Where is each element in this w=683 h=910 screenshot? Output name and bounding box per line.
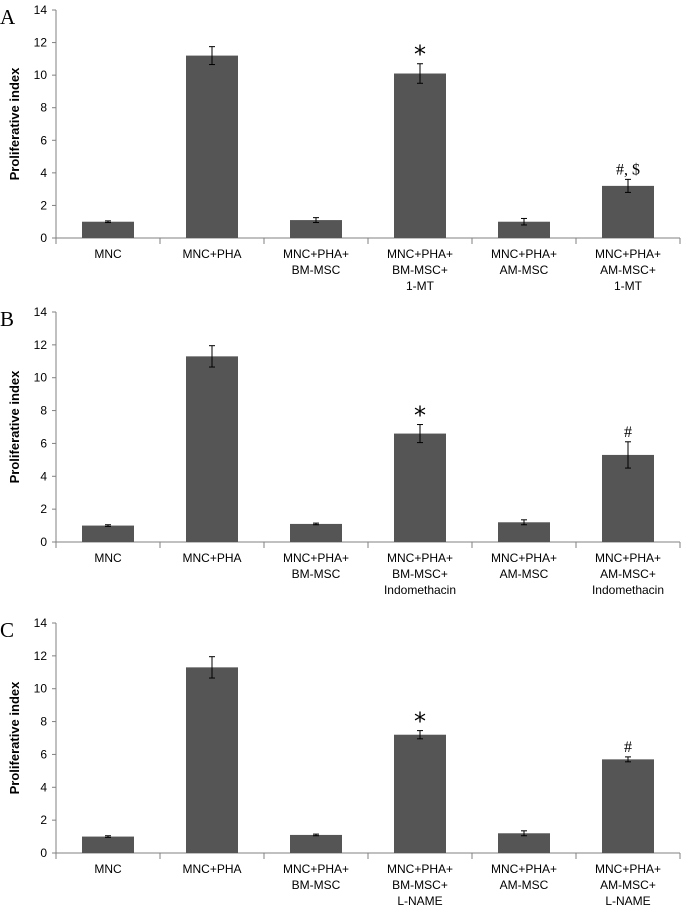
bar [290,220,342,238]
chart-panel-a: A Proliferative index 0 2 4 6 8 10 12 14 MNC MNC+PH… [0,3,681,293]
x-category-label: MNC+PHA+ [283,862,349,876]
y-tick-label: 12 [34,649,48,663]
x-category-label: MNC [94,862,122,876]
y-tick-label: 10 [34,371,48,385]
x-category-label: MNC+PHA+ [387,862,453,876]
x-category-label: MNC+PHA+ [595,551,661,565]
bar [394,433,446,542]
x-category-label: MNC+PHA [182,551,241,565]
x-category-label: MNC+PHA+ [491,862,557,876]
x-category-label: 1-MT [406,279,435,293]
y-tick-label: 10 [34,68,48,82]
bar [82,525,134,542]
y-tick-label: 14 [34,305,48,319]
bar [186,667,238,853]
bar [290,834,342,853]
x-category-label: MNC+PHA+ [595,247,661,261]
x-category-label: BM-MSC [292,567,341,581]
x-category-label: MNC+PHA+ [283,247,349,261]
significance-annotation: * [414,41,426,69]
x-category-label: BM-MSC [292,878,341,892]
x-category-label: BM-MSC+ [392,567,448,581]
x-category-label: MNC+PHA [182,862,241,876]
y-tick-label: 0 [40,846,47,860]
y-tick-label: 12 [34,338,48,352]
y-tick-label: 8 [40,715,47,729]
significance-annotation: # [624,739,632,756]
x-category-label: AM-MSC [500,567,549,581]
bar [82,836,134,853]
y-tick-label: 0 [40,231,47,245]
x-category-label: AM-MSC [500,263,549,277]
x-category-label: L-NAME [397,894,442,908]
x-category-label: BM-MSC+ [392,263,448,277]
bar [602,185,654,238]
y-tick-label: 4 [40,166,47,180]
bar [82,221,134,238]
x-category-label: AM-MSC+ [600,878,656,892]
panel-letter: A [0,5,16,29]
significance-annotation: * [414,402,426,430]
bar [602,454,654,542]
x-category-label: MNC [94,247,122,261]
bar [498,833,550,853]
x-category-label: MNC+PHA+ [491,551,557,565]
y-tick-label: 4 [40,469,47,483]
y-tick-label: 2 [40,198,47,212]
y-tick-label: 0 [40,535,47,549]
x-category-label: Indomethacin [384,583,456,597]
y-tick-label: 4 [40,780,47,794]
y-tick-label: 12 [34,36,48,50]
bar [394,734,446,853]
x-category-label: MNC+PHA [182,247,241,261]
x-category-label: MNC+PHA+ [491,247,557,261]
panel-letter: C [0,618,14,642]
y-axis-label: Proliferative index [7,67,22,180]
significance-annotation: # [624,424,632,441]
y-tick-label: 6 [40,747,47,761]
x-category-label: AM-MSC+ [600,567,656,581]
y-tick-label: 8 [40,404,47,418]
y-tick-label: 8 [40,101,47,115]
x-category-label: 1-MT [614,279,643,293]
y-tick-label: 6 [40,436,47,450]
bar [290,523,342,542]
panel-letter: B [0,307,14,331]
x-category-label: AM-MSC+ [600,263,656,277]
x-category-label: AM-MSC [500,878,549,892]
bar [186,356,238,542]
y-tick-label: 2 [40,502,47,516]
x-category-label: MNC+PHA+ [387,551,453,565]
significance-annotation: #, $ [616,161,640,178]
x-category-label: MNC [94,551,122,565]
y-axis-label: Proliferative index [7,370,22,483]
bar [498,221,550,238]
x-category-label: MNC+PHA+ [387,247,453,261]
bar [394,73,446,238]
chart-panel-c: C Proliferative index 0 2 4 6 8 10 12 14 MNC MNC+PH… [0,616,681,908]
x-category-label: L-NAME [605,894,650,908]
x-category-label: BM-MSC+ [392,878,448,892]
bar [186,55,238,238]
y-tick-label: 14 [34,616,48,630]
x-category-label: MNC+PHA+ [595,862,661,876]
chart-panel-b: B Proliferative index 0 2 4 6 8 10 12 14 MNC MNC+PH… [0,305,681,597]
y-tick-label: 10 [34,682,48,696]
y-tick-label: 14 [34,3,48,17]
y-tick-label: 6 [40,133,47,147]
x-category-label: BM-MSC [292,263,341,277]
y-axis-label: Proliferative index [7,681,22,794]
x-category-label: MNC+PHA+ [283,551,349,565]
bar [602,759,654,853]
bar [498,522,550,542]
significance-annotation: * [414,708,426,736]
y-tick-label: 2 [40,813,47,827]
x-category-label: Indomethacin [592,583,664,597]
